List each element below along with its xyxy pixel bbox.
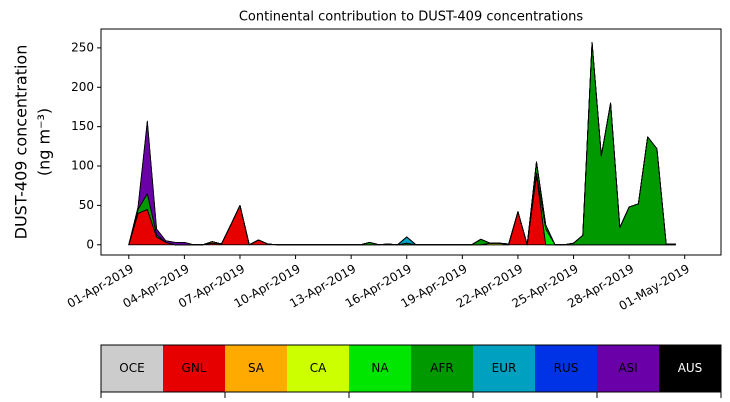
legend-swatch [349,345,411,392]
legend-label: SA [248,361,265,375]
legend-label: AUS [678,361,703,375]
y-tick-label: 150 [71,119,94,133]
chart-title: Continental contribution to DUST-409 con… [239,10,584,25]
legend-swatch [535,345,597,392]
area [128,41,676,246]
legend-frame [100,344,722,393]
legend-swatch [163,345,225,392]
legend-label: NA [371,361,389,375]
legend-swatch [287,345,349,392]
legend-label: ASI [618,361,637,375]
y-tick-label: 100 [71,159,94,173]
legend-swatch [597,345,659,392]
plot-frame [100,28,722,256]
legend-label: GNL [182,361,207,375]
y-axis-label: (ng m⁻³) [35,108,54,176]
y-axis-label: DUST-409 concentration [12,45,31,240]
legend-swatch [659,345,721,392]
y-tick-label: 50 [79,198,94,212]
legend-label: CA [310,361,327,375]
area [128,41,676,246]
legend-swatch [101,345,163,392]
y-tick-label: 250 [71,40,94,54]
legend-swatch [473,345,535,392]
y-tick-label: 200 [71,80,94,94]
legend-label: EUR [492,361,517,375]
legend-label: RUS [554,361,579,375]
legend-swatch [411,345,473,392]
y-tick-label: 0 [86,237,94,251]
legend-swatch [225,345,287,392]
legend-label: OCE [119,361,144,375]
legend-label: AFR [430,361,453,375]
